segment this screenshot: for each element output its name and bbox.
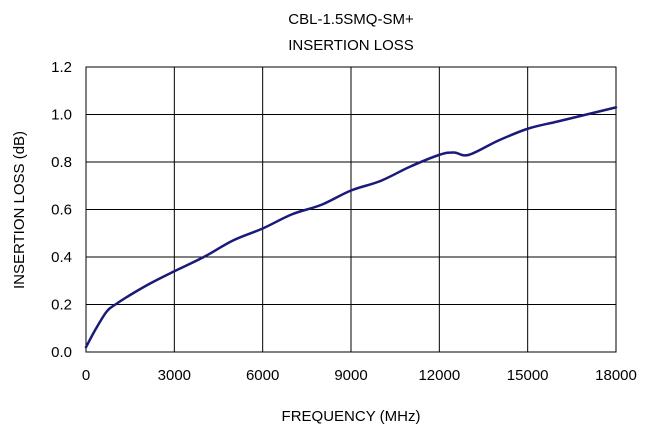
x-tick-label: 6000 bbox=[246, 367, 279, 384]
y-tick-label: 0.6 bbox=[51, 202, 72, 219]
y-tick-label: 0.4 bbox=[51, 249, 72, 266]
x-tick-label: 12000 bbox=[418, 367, 460, 384]
chart-title-line-2: INSERTION LOSS bbox=[288, 37, 414, 54]
y-tick-label: 1.0 bbox=[51, 107, 72, 124]
x-tick-label: 0 bbox=[82, 367, 90, 384]
grid bbox=[85, 66, 617, 353]
y-axis-title: INSERTION LOSS (dB) bbox=[11, 131, 28, 289]
y-tick-label: 0.8 bbox=[51, 154, 72, 171]
y-tick-label: 0.0 bbox=[51, 344, 72, 361]
x-tick-label: 18000 bbox=[595, 367, 637, 384]
y-tick-label: 0.2 bbox=[51, 297, 72, 314]
x-tick-label: 9000 bbox=[334, 367, 367, 384]
y-tick-label: 1.2 bbox=[51, 59, 72, 76]
y-axis-ticks: 0.0 0.2 0.4 0.6 0.8 1.0 1.2 bbox=[51, 59, 72, 361]
x-axis-title: FREQUENCY (MHz) bbox=[282, 408, 421, 425]
x-tick-label: 3000 bbox=[158, 367, 191, 384]
x-axis-ticks: 0 3000 6000 9000 12000 15000 18000 bbox=[82, 367, 637, 384]
chart-title: CBL-1.5SMQ-SM+ INSERTION LOSS bbox=[288, 11, 414, 54]
x-tick-label: 15000 bbox=[507, 367, 549, 384]
plot-frame bbox=[85, 66, 617, 353]
insertion-loss-series-line bbox=[84, 106, 618, 349]
plot-area bbox=[84, 106, 618, 349]
chart-title-line-1: CBL-1.5SMQ-SM+ bbox=[288, 11, 414, 28]
